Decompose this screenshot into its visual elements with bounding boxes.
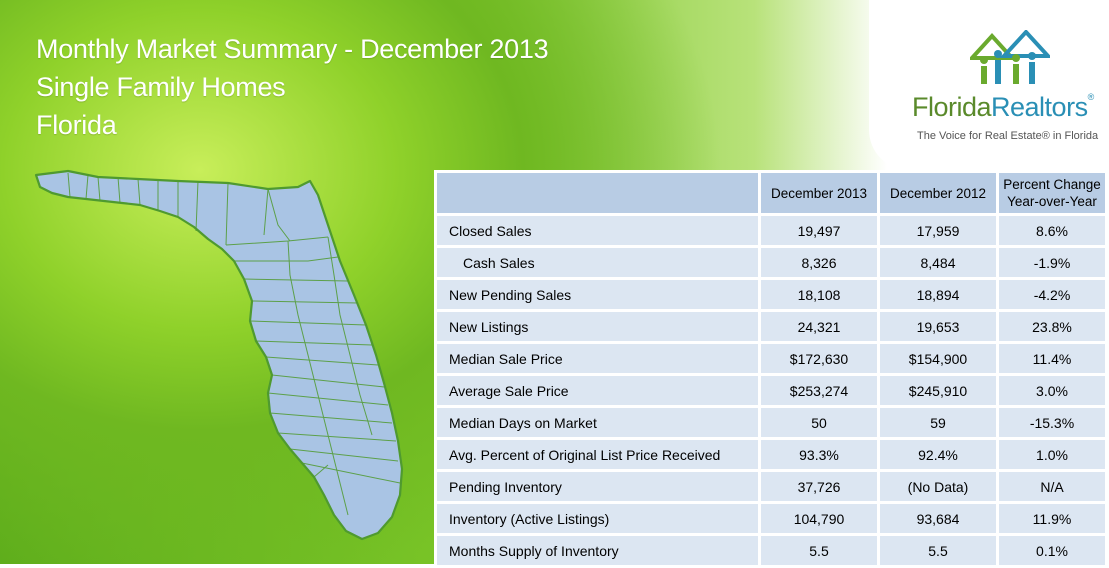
region-name: Florida [36, 110, 117, 140]
cell-previous: 92.4% [880, 440, 996, 469]
row-label: Average Sale Price [437, 376, 758, 405]
col-header-previous: December 2012 [880, 173, 996, 213]
cell-change: -1.9% [999, 248, 1105, 277]
row-label: Median Days on Market [437, 408, 758, 437]
cell-current: 24,321 [761, 312, 877, 341]
table-row: Median Days on Market 50 59 -15.3% [437, 408, 1105, 437]
page-title: Monthly Market Summary - December 2013 [36, 34, 549, 64]
cell-change: 8.6% [999, 216, 1105, 245]
row-label: New Pending Sales [437, 280, 758, 309]
table-row: New Pending Sales 18,108 18,894 -4.2% [437, 280, 1105, 309]
row-label: Closed Sales [437, 216, 758, 245]
cell-current: 93.3% [761, 440, 877, 469]
logo-backdrop [869, 0, 1109, 170]
cell-previous: 5.5 [880, 536, 996, 565]
table-row: Closed Sales 19,497 17,959 8.6% [437, 216, 1105, 245]
col-header-change-line2: Year-over-Year [1007, 194, 1097, 209]
header-blank-cell [437, 173, 758, 213]
col-header-change: Percent Change Year-over-Year [999, 173, 1105, 213]
cell-previous: 17,959 [880, 216, 996, 245]
property-type: Single Family Homes [36, 72, 286, 102]
cell-previous: (No Data) [880, 472, 996, 501]
county-borders [67, 172, 401, 516]
row-label: New Listings [437, 312, 758, 341]
col-header-current: December 2013 [761, 173, 877, 213]
cell-change: -4.2% [999, 280, 1105, 309]
florida-map [34, 169, 404, 541]
table-row: Avg. Percent of Original List Price Rece… [437, 440, 1105, 469]
cell-change: 11.4% [999, 344, 1105, 373]
cell-change: 23.8% [999, 312, 1105, 341]
cell-change: 1.0% [999, 440, 1105, 469]
cell-previous: 59 [880, 408, 996, 437]
table-row: Inventory (Active Listings) 104,790 93,684… [437, 504, 1105, 533]
cell-previous: 93,684 [880, 504, 996, 533]
row-label: Pending Inventory [437, 472, 758, 501]
row-label: Avg. Percent of Original List Price Rece… [437, 440, 758, 469]
cell-change: N/A [999, 472, 1105, 501]
logo-wordmark: FloridaRealtors® [912, 92, 1094, 122]
market-summary-table: December 2013 December 2012 Percent Chan… [434, 170, 1108, 565]
florida-realtors-logo: FloridaRealtors® The Voice for Real Esta… [912, 30, 1107, 150]
cell-current: 8,326 [761, 248, 877, 277]
cell-current: $253,274 [761, 376, 877, 405]
logo-word-florida: Florida [912, 92, 992, 122]
cell-change: 11.9% [999, 504, 1105, 533]
table-row: New Listings 24,321 19,653 23.8% [437, 312, 1105, 341]
cell-current: 5.5 [761, 536, 877, 565]
cell-current: 37,726 [761, 472, 877, 501]
cell-change: 3.0% [999, 376, 1105, 405]
row-label: Inventory (Active Listings) [437, 504, 758, 533]
cell-previous: $154,900 [880, 344, 996, 373]
logo-word-realtors: Realtors [991, 92, 1088, 122]
cell-change: 0.1% [999, 536, 1105, 565]
logo-tagline: The Voice for Real Estate® in Florida [917, 130, 1099, 142]
cell-change: -15.3% [999, 408, 1105, 437]
florida-state-shape [34, 169, 404, 541]
row-label: Cash Sales [437, 248, 758, 277]
row-label: Months Supply of Inventory [437, 536, 758, 565]
cell-previous: 18,894 [880, 280, 996, 309]
cell-current: 50 [761, 408, 877, 437]
table-header-row: December 2013 December 2012 Percent Chan… [437, 173, 1105, 213]
table-row: Average Sale Price $253,274 $245,910 3.0% [437, 376, 1105, 405]
cell-previous: 19,653 [880, 312, 996, 341]
cell-current: 19,497 [761, 216, 877, 245]
row-label: Median Sale Price [437, 344, 758, 373]
table-row: Months Supply of Inventory 5.5 5.5 0.1% [437, 536, 1105, 565]
cell-current: 18,108 [761, 280, 877, 309]
table-row: Cash Sales 8,326 8,484 -1.9% [437, 248, 1105, 277]
table-row: Median Sale Price $172,630 $154,900 11.4% [437, 344, 1105, 373]
table-row: Pending Inventory 37,726 (No Data) N/A [437, 472, 1105, 501]
cell-current: $172,630 [761, 344, 877, 373]
cell-previous: $245,910 [880, 376, 996, 405]
houses-people-icon [970, 30, 1050, 84]
col-header-change-line1: Percent Change [1003, 177, 1101, 192]
cell-previous: 8,484 [880, 248, 996, 277]
cell-current: 104,790 [761, 504, 877, 533]
title-block: Monthly Market Summary - December 2013 S… [36, 30, 549, 144]
